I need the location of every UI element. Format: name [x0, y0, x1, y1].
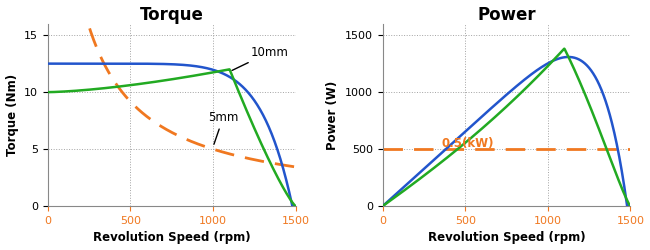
Text: 5mm: 5mm: [208, 111, 239, 144]
X-axis label: Revolution Speed (rpm): Revolution Speed (rpm): [93, 232, 250, 244]
Text: 10mm: 10mm: [232, 46, 289, 70]
Y-axis label: Torque (Nm): Torque (Nm): [6, 74, 19, 156]
X-axis label: Revolution Speed (rpm): Revolution Speed (rpm): [428, 232, 586, 244]
Text: 0.5(kW): 0.5(kW): [441, 137, 494, 150]
Title: Power: Power: [477, 6, 536, 24]
Title: Torque: Torque: [140, 6, 203, 24]
Y-axis label: Power (W): Power (W): [326, 80, 339, 150]
